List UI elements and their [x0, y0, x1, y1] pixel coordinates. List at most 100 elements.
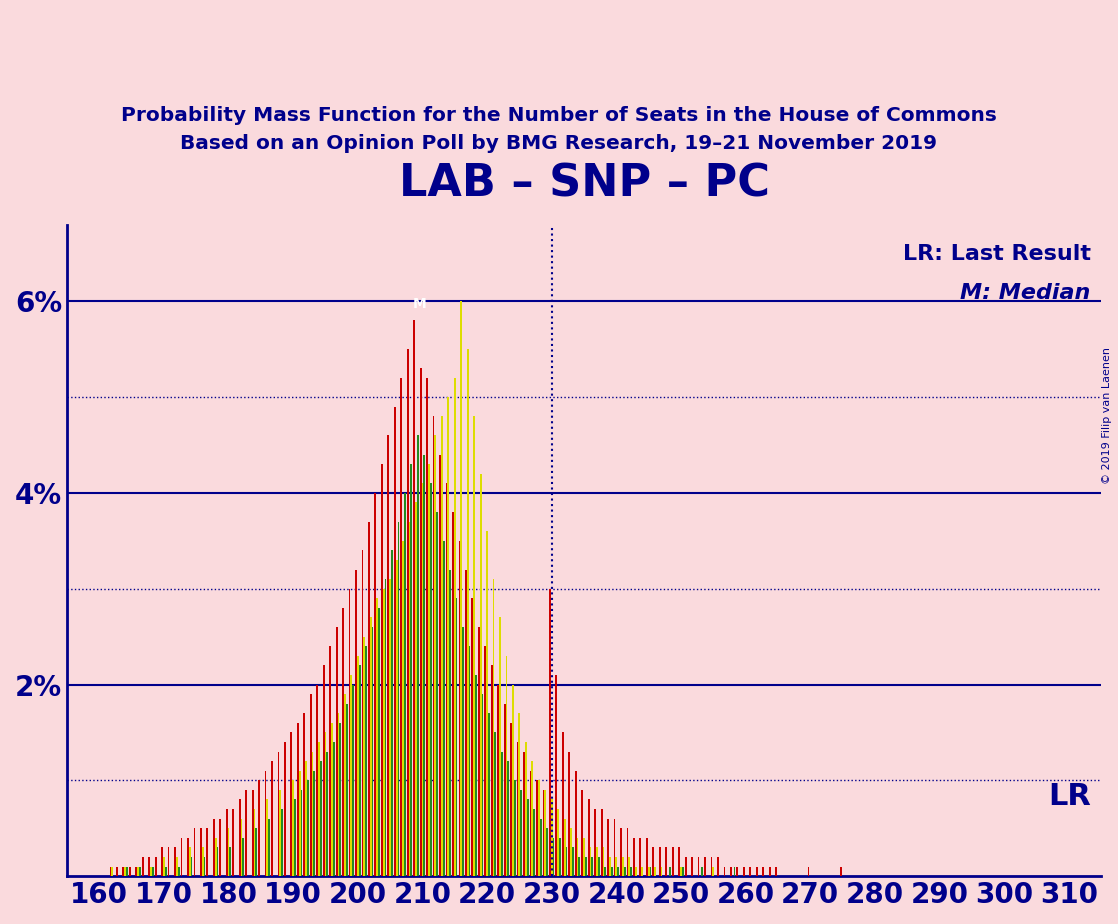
Bar [385, 579, 387, 876]
Bar [505, 656, 508, 876]
Bar [588, 799, 589, 876]
Bar [439, 455, 440, 876]
Bar [650, 867, 652, 876]
Bar [344, 694, 345, 876]
Bar [501, 751, 503, 876]
Bar [557, 809, 559, 876]
Bar [494, 733, 496, 876]
Bar [233, 809, 234, 876]
Bar [284, 742, 286, 876]
Bar [243, 838, 244, 876]
Bar [370, 617, 371, 876]
Bar [624, 867, 626, 876]
Bar [556, 675, 557, 876]
Bar [181, 838, 182, 876]
Bar [254, 809, 255, 876]
Bar [266, 799, 268, 876]
Bar [391, 551, 392, 876]
Bar [598, 857, 599, 876]
Bar [742, 867, 745, 876]
Bar [292, 781, 294, 876]
Bar [461, 301, 462, 876]
Bar [562, 733, 563, 876]
Bar [669, 867, 671, 876]
Bar [514, 781, 515, 876]
Bar [712, 867, 714, 876]
Bar [202, 847, 203, 876]
Bar [152, 867, 153, 876]
Bar [381, 464, 382, 876]
Bar [323, 665, 324, 876]
Bar [531, 761, 533, 876]
Bar [361, 551, 363, 876]
Bar [536, 781, 538, 876]
Bar [389, 579, 391, 876]
Bar [472, 598, 473, 876]
Bar [589, 847, 591, 876]
Bar [446, 483, 447, 876]
Bar [775, 867, 777, 876]
Bar [345, 704, 348, 876]
Bar [566, 847, 567, 876]
Bar [626, 828, 628, 876]
Bar [415, 503, 417, 876]
Bar [331, 723, 333, 876]
Bar [563, 819, 566, 876]
Bar [584, 838, 585, 876]
Bar [456, 598, 457, 876]
Bar [429, 483, 432, 876]
Bar [549, 589, 551, 876]
Bar [340, 723, 341, 876]
Bar [154, 857, 157, 876]
Bar [807, 867, 809, 876]
Bar [139, 867, 141, 876]
Bar [435, 435, 436, 876]
Bar [357, 656, 359, 876]
Bar [217, 847, 218, 876]
Bar [200, 828, 202, 876]
Bar [129, 867, 131, 876]
Bar [581, 790, 584, 876]
Bar [307, 781, 309, 876]
Bar [552, 838, 555, 876]
Bar [123, 867, 124, 876]
Bar [378, 608, 380, 876]
Bar [313, 771, 315, 876]
Bar [538, 781, 540, 876]
Bar [672, 847, 674, 876]
Bar [462, 627, 464, 876]
Bar [330, 646, 331, 876]
Bar [733, 867, 736, 876]
Bar [338, 713, 340, 876]
Bar [187, 838, 189, 876]
Bar [577, 838, 578, 876]
Bar [407, 349, 408, 876]
Bar [245, 790, 247, 876]
Bar [342, 608, 344, 876]
Bar [335, 627, 338, 876]
Bar [252, 790, 254, 876]
Bar [595, 809, 596, 876]
Text: LR: LR [1048, 782, 1091, 811]
Bar [570, 828, 572, 876]
Bar [368, 522, 370, 876]
Bar [591, 857, 594, 876]
Bar [840, 867, 842, 876]
Bar [610, 867, 613, 876]
Bar [615, 857, 617, 876]
Bar [475, 675, 477, 876]
Bar [486, 531, 487, 876]
Bar [756, 867, 758, 876]
Bar [603, 847, 605, 876]
Bar [271, 761, 273, 876]
Bar [404, 492, 406, 876]
Bar [622, 857, 624, 876]
Bar [396, 560, 398, 876]
Bar [400, 378, 402, 876]
Bar [578, 857, 580, 876]
Bar [487, 713, 490, 876]
Bar [174, 847, 176, 876]
Bar [291, 733, 292, 876]
Bar [268, 819, 271, 876]
Bar [388, 435, 389, 876]
